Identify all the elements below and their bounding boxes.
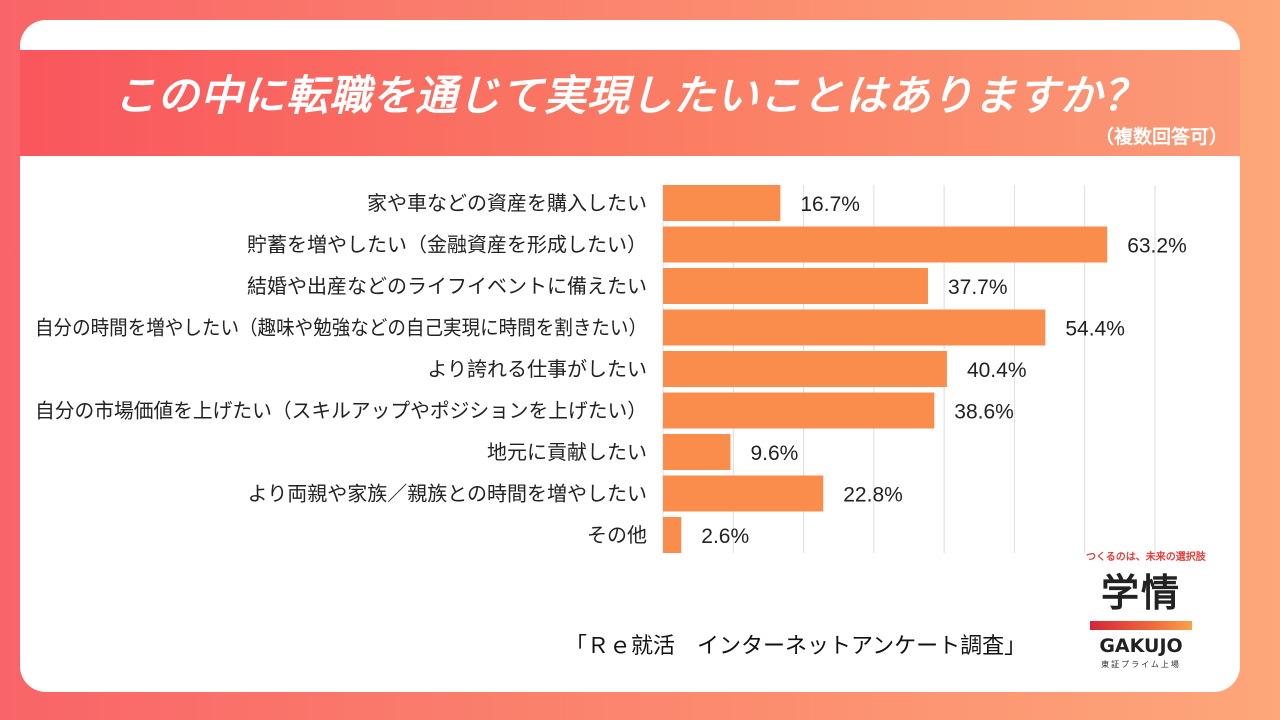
bar xyxy=(663,309,1046,346)
logo-tagline: つくるのは、未来の選択肢 xyxy=(1086,552,1206,563)
value-label: 37.7% xyxy=(948,276,1008,299)
category-label: 自分の市場価値を上げたい（スキルアップやポジションを上げたい） xyxy=(35,399,647,423)
value-label: 22.8% xyxy=(843,484,903,507)
value-label: 38.6% xyxy=(954,401,1014,424)
value-label: 63.2% xyxy=(1127,235,1187,258)
bar xyxy=(663,517,682,553)
category-label: 結婚や出産などのライフイベントに備えたい xyxy=(247,274,647,298)
category-label: 家や車などの資産を購入したい xyxy=(367,191,647,215)
category-label: より誇れる仕事がしたい xyxy=(427,357,647,381)
category-label: 地元に貢献したい xyxy=(487,440,647,464)
logo-bar xyxy=(1090,621,1192,630)
title-banner: この中に転職を通じて実現したいことはありますか？ （複数回答可） xyxy=(20,50,1240,156)
bar xyxy=(663,268,928,304)
value-label: 40.4% xyxy=(967,359,1027,382)
category-label: 自分の時間を増やしたい（趣味や勉強などの自己実現に時間を割きたい） xyxy=(35,316,647,340)
bar xyxy=(663,185,781,221)
bar xyxy=(663,434,731,470)
gakujo-logo: つくるのは、未来の選択肢 学情 GAKUJO 東証プライム上場 xyxy=(1086,548,1206,670)
value-label: 2.6% xyxy=(701,525,749,548)
bar xyxy=(663,351,947,387)
source-note: 「Ｒｅ就活 インターネットアンケート調査」 xyxy=(565,634,1027,659)
chart-subtitle: （複数回答可） xyxy=(1094,126,1228,148)
bar xyxy=(663,226,1108,263)
bar xyxy=(663,475,824,512)
card: この中に転職を通じて実現したいことはありますか？ （複数回答可） xyxy=(20,20,1240,692)
value-label: 54.4% xyxy=(1065,318,1125,341)
logo-name: 学情 xyxy=(1100,571,1181,615)
category-label: その他 xyxy=(587,523,647,547)
logo-listing: 東証プライム上場 xyxy=(1101,660,1181,669)
bar xyxy=(663,392,935,429)
value-label: 16.7% xyxy=(800,193,860,216)
chart-title: この中に転職を通じて実現したいことはありますか？ xyxy=(113,71,1146,120)
value-label: 9.6% xyxy=(750,442,798,465)
category-label: より両親や家族／親族との時間を増やしたい xyxy=(248,482,647,506)
logo-roman: GAKUJO xyxy=(1099,635,1183,657)
category-label: 貯蓄を増やしたい（金融資産を形成したい） xyxy=(247,233,647,257)
